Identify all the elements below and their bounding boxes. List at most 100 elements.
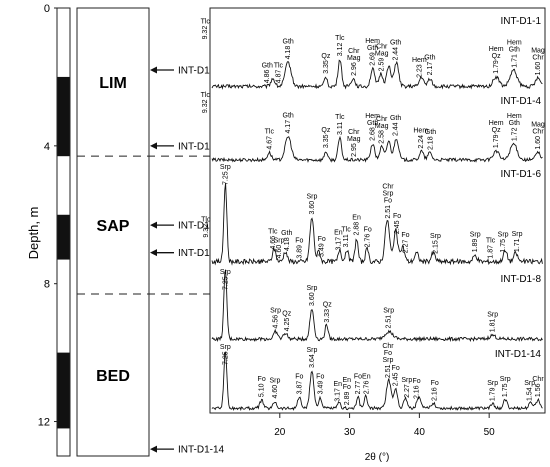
d-spacing-label: 3.33 — [324, 309, 331, 323]
zones: LIM SAP BED — [77, 75, 210, 385]
d-spacing-label: 3.60 — [309, 201, 316, 215]
d-spacing-label: 4.25 — [284, 318, 291, 332]
d-spacing-label: 2.27 — [404, 384, 411, 398]
phase-label: Hem — [489, 120, 504, 127]
d-spacing-label: 4.67 — [266, 136, 273, 150]
phase-label: Mag — [347, 55, 361, 62]
d-spacing-label: 2.69 — [370, 52, 377, 66]
phase-label: Srp — [383, 308, 394, 315]
phase-label: Hem — [413, 128, 428, 135]
d-spacing-label: 2.16 — [432, 387, 439, 401]
d-spacing-label: 1.79 — [490, 387, 497, 401]
phase-label: Srp — [470, 231, 481, 238]
depth-tick-label: 12 — [38, 417, 50, 429]
phase-label: Srp — [270, 308, 281, 315]
sample-label: INT-D1-1 — [178, 66, 219, 77]
phase-label: Qz — [282, 310, 291, 317]
core-block — [57, 76, 70, 157]
d-spacing-label: 4.66 — [270, 236, 277, 250]
core-block — [57, 214, 70, 260]
phase-label: Gth — [425, 129, 436, 136]
phase-label: Srp — [274, 237, 285, 244]
phase-label: Gth — [390, 115, 401, 122]
d-spacing-label: 4.60 — [276, 245, 283, 259]
phase-label: Tlc — [201, 217, 211, 224]
d-spacing-label: 2.18 — [428, 136, 435, 150]
d-spacing-label: 3.49 — [319, 243, 326, 257]
d-spacing-label: 2.51 — [385, 364, 392, 378]
d-spacing-label: 1.72 — [511, 127, 518, 141]
phase-label: Fo — [393, 213, 401, 220]
d-spacing-label: 1.87 — [488, 245, 495, 259]
x-axis-ticks: 20 30 40 50 — [274, 413, 495, 438]
phase-label: Gth — [424, 54, 435, 61]
d-spacing-label: 3.49 — [317, 381, 324, 395]
phase-label: Gth — [262, 62, 273, 69]
pattern-sample-name: INT-D1-4 — [500, 96, 541, 107]
d-spacing-label: 2.23 — [416, 64, 423, 78]
phase-label: Gth — [283, 113, 294, 120]
xrd-pattern-line — [211, 59, 543, 90]
d-spacing-label: 3.17 — [335, 388, 342, 402]
phase-label: Srp — [430, 233, 441, 240]
phase-label: En — [333, 381, 342, 388]
phase-label: Srp — [306, 347, 317, 354]
d-spacing-label: 2.58 — [379, 130, 386, 144]
d-spacing-label: 7.25 — [222, 171, 229, 185]
d-spacing-label: 3.35 — [323, 134, 330, 148]
d-spacing-label: 9.32 — [203, 224, 210, 238]
phase-label: Srp — [306, 194, 317, 201]
phase-label: Srp — [487, 311, 498, 318]
phase-label: Chr — [532, 129, 544, 136]
phase-label: En — [362, 373, 371, 380]
phase-label: Gth — [367, 120, 378, 127]
phase-label: Hem — [507, 113, 522, 120]
phase-label: Srp — [383, 191, 394, 198]
phase-label: Gth — [509, 47, 520, 54]
core-block — [57, 352, 70, 429]
sample-arrow-head — [150, 249, 157, 257]
d-spacing-label: 1.71 — [511, 54, 518, 68]
phase-label: Fo — [316, 373, 324, 380]
phase-label: Fo — [384, 198, 392, 205]
d-spacing-label: 3.60 — [309, 292, 316, 306]
phase-label: Tlc — [268, 229, 278, 236]
phase-label: Chr — [532, 54, 544, 61]
phase-label: Srp — [500, 376, 511, 383]
d-spacing-label: 2.59 — [379, 58, 386, 72]
sample-label: INT-D1-4 — [178, 141, 219, 152]
sample-arrow-head — [150, 221, 157, 229]
phase-label: Srp — [401, 377, 412, 384]
d-spacing-label: 3.89 — [296, 245, 303, 259]
phase-label: Srp — [383, 357, 394, 364]
phase-label: Srp — [220, 164, 231, 171]
sample-label: INT-D1-6 — [178, 221, 219, 232]
phase-label: Qz — [321, 127, 330, 134]
d-spacing-label: 2.51 — [386, 315, 393, 329]
sample-label: INT-D1-8 — [178, 248, 219, 259]
pattern-sample-name: INT-D1-6 — [500, 169, 541, 180]
d-spacing-label: 2.88 — [354, 222, 361, 236]
phase-label: Tlc — [274, 62, 284, 69]
phase-label: Gth — [509, 120, 520, 127]
phase-label: En — [343, 377, 352, 384]
x-tick-label: 20 — [274, 427, 286, 438]
phase-label: Fo — [431, 380, 439, 387]
phase-label: Hem — [365, 38, 380, 45]
phase-label: Chr — [376, 116, 388, 123]
x-tick-label: 50 — [484, 427, 496, 438]
phase-label: Hem — [365, 113, 380, 120]
d-spacing-label: 2.44 — [393, 122, 400, 136]
d-spacing-label: 3.35 — [323, 60, 330, 74]
d-spacing-label: 2.45 — [393, 372, 400, 386]
phase-label: Srp — [524, 380, 535, 387]
phase-label: Fo — [412, 378, 420, 385]
d-spacing-label: 7.25 — [222, 351, 229, 365]
phase-label: Qz — [321, 53, 330, 60]
x-tick-label: 40 — [414, 427, 426, 438]
pattern-sample-name: INT-D1-1 — [500, 16, 541, 27]
phase-label: Gth — [281, 230, 292, 237]
phase-label: Srp — [220, 344, 231, 351]
